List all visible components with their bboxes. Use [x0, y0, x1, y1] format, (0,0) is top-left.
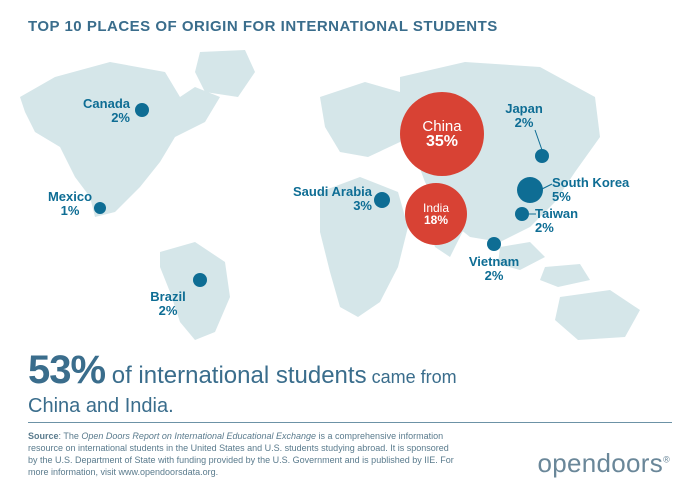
summary-percent: 53% [28, 348, 105, 392]
label-japan: Japan2% [505, 102, 543, 131]
opendoors-logo: opendoors® [537, 448, 670, 479]
logo-doors: doors [597, 448, 664, 478]
label-taiwan: Taiwan2% [535, 207, 578, 236]
source-label: Source [28, 431, 59, 441]
summary-mid: of international students [105, 362, 367, 389]
label-name: Saudi Arabia [293, 184, 372, 199]
label-percent: 2% [505, 116, 543, 130]
logo-registered-icon: ® [663, 454, 670, 464]
bubble-japan [535, 149, 549, 163]
source-report-title: Open Doors Report on International Educa… [81, 431, 316, 441]
label-percent: 2% [150, 304, 185, 318]
label-percent: 1% [48, 204, 92, 218]
summary-tail: came from [367, 367, 457, 387]
label-name: Canada [83, 96, 130, 111]
bubble-mexico [94, 202, 106, 214]
label-mexico: Mexico1% [48, 190, 92, 219]
page-title: TOP 10 PLACES OF ORIGIN FOR INTERNATIONA… [28, 18, 498, 35]
label-percent: 2% [83, 111, 130, 125]
summary-statement: 53% of international students came from … [28, 348, 668, 418]
label-percent: 3% [293, 199, 372, 213]
label-brazil: Brazil2% [150, 290, 185, 319]
label-name: Mexico [48, 189, 92, 204]
label-name: Vietnam [469, 254, 519, 269]
label-name: Taiwan [535, 206, 578, 221]
label-canada: Canada2% [83, 97, 130, 126]
footer-divider [28, 422, 672, 423]
label-name: Japan [505, 101, 543, 116]
source-footer: Source: The Open Doors Report on Interna… [28, 430, 458, 479]
label-name: Brazil [150, 289, 185, 304]
label-vietnam: Vietnam2% [469, 255, 519, 284]
bubble-china: China35% [400, 92, 484, 176]
label-south-korea: South Korea5% [552, 176, 629, 205]
label-name: South Korea [552, 175, 629, 190]
logo-open: open [537, 448, 596, 478]
label-percent: 2% [469, 269, 519, 283]
bubble-percent: 18% [424, 214, 448, 226]
label-saudi-arabia: Saudi Arabia3% [293, 185, 372, 214]
summary-line2: China and India. [28, 395, 668, 418]
bubble-south-korea [517, 177, 543, 203]
bubble-name: China [422, 119, 461, 134]
bubble-canada [135, 103, 149, 117]
bubble-vietnam [487, 237, 501, 251]
source-colon: : The [59, 431, 82, 441]
bubble-taiwan [515, 207, 529, 221]
bubble-brazil [193, 273, 207, 287]
bubble-saudi-arabia [374, 192, 390, 208]
world-map: China35% India18% South Korea5% Saudi Arabi… [0, 42, 700, 342]
bubble-percent: 35% [426, 134, 458, 150]
label-percent: 5% [552, 190, 629, 204]
label-percent: 2% [535, 221, 578, 235]
bubble-india: India18% [405, 183, 467, 245]
